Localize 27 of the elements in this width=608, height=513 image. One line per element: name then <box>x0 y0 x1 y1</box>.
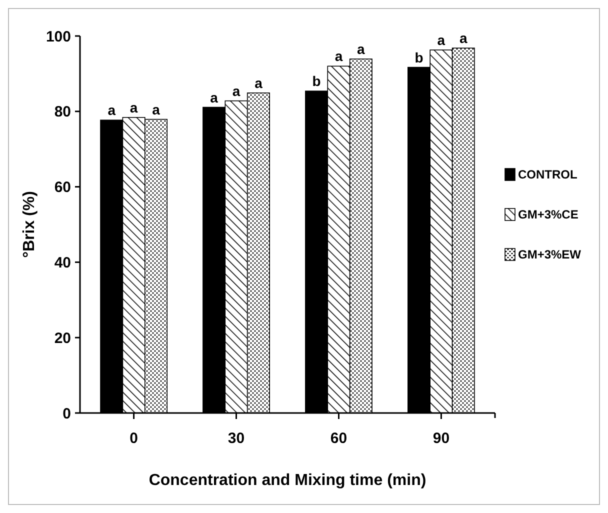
y-tick-label: 80 <box>54 104 71 121</box>
x-tick-label: 0 <box>130 430 138 447</box>
annotation: a <box>152 101 160 118</box>
annotation: a <box>254 74 263 91</box>
annotation: a <box>460 30 468 46</box>
legend-label: GM+3%EW <box>518 248 582 262</box>
annotation: a <box>210 89 218 106</box>
annotation: a <box>108 102 116 118</box>
annotation: a <box>130 99 138 116</box>
x-axis-title: Concentration and Mixing time (min) <box>148 472 426 489</box>
x-tick-label: 30 <box>228 430 245 447</box>
y-tick-label: 100 <box>46 28 71 46</box>
annotation: b <box>414 49 424 66</box>
y-tick-label: 0 <box>62 405 71 422</box>
annotation: a <box>357 40 366 57</box>
annotation: a <box>437 32 446 48</box>
annotation: b <box>312 73 321 90</box>
y-tick-label: 40 <box>54 254 71 272</box>
legend-label: GM+3%CE <box>518 208 578 222</box>
y-tick-label: 60 <box>54 179 71 196</box>
y-tick-label: 20 <box>54 330 71 347</box>
legend-label: CONTROL <box>518 168 578 182</box>
x-tick-label: 90 <box>432 430 450 447</box>
y-axis-title: °Brix (%) <box>21 191 38 258</box>
x-tick-label: 60 <box>330 430 348 447</box>
annotation: a <box>334 48 343 64</box>
annotation: a <box>232 82 240 99</box>
